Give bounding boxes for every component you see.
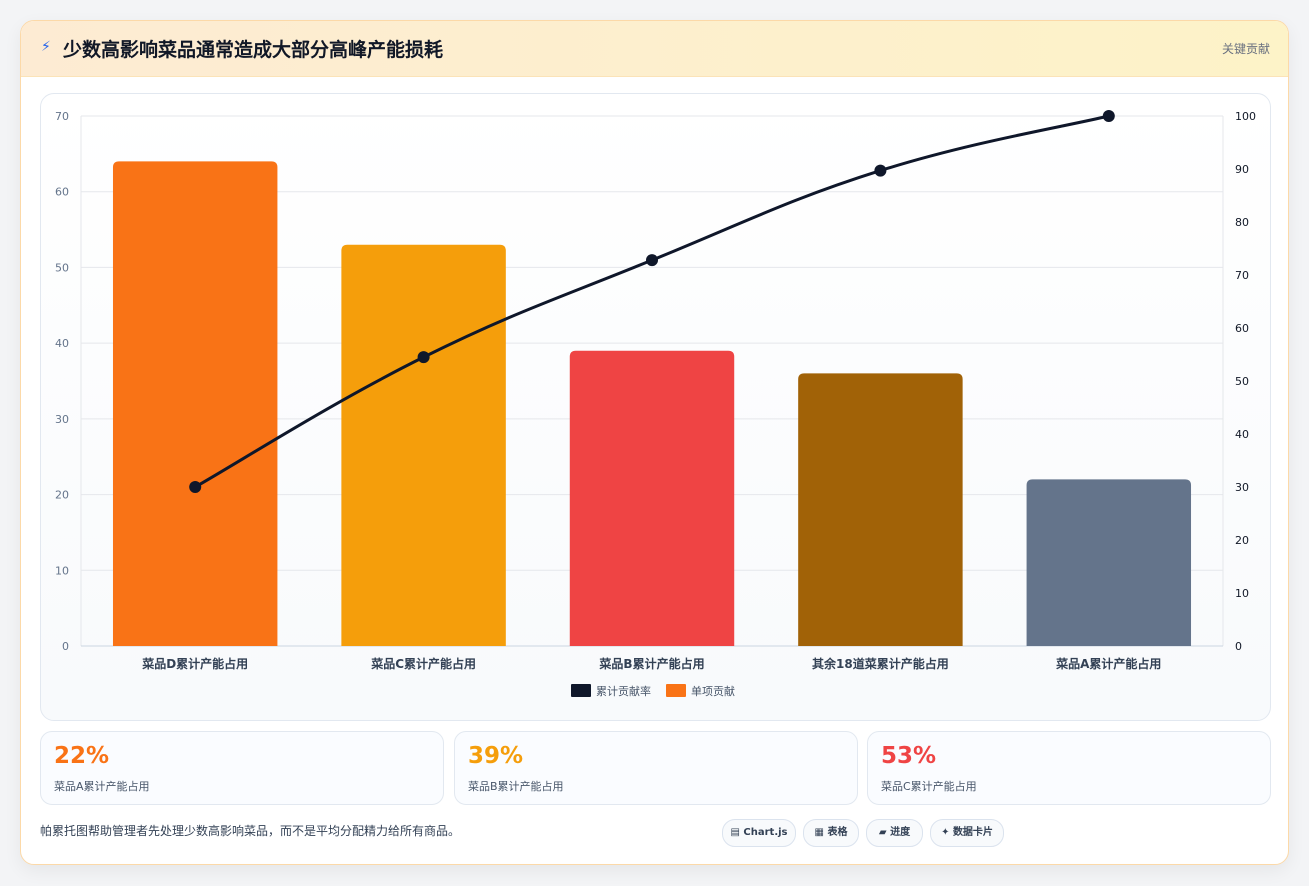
x-tick-label: 菜品A累计产能占用 [1055, 656, 1161, 671]
x-tick-label: 菜品D累计产能占用 [141, 656, 248, 671]
bar [341, 244, 506, 646]
cumulative-point [189, 481, 202, 493]
view-progress-button[interactable]: ▰ 进度 [866, 819, 923, 847]
view-cards-button[interactable]: ✦ 数据卡片 [930, 819, 1004, 847]
bar [798, 373, 963, 646]
stat-value: 53% [881, 743, 937, 769]
y-left-tick-label: 70 [55, 110, 69, 123]
lightning-icon: ⚡ [41, 39, 51, 55]
y-right-tick-label: 90 [1235, 163, 1249, 176]
stat-label: 菜品C累计产能占用 [881, 780, 977, 793]
y-left-tick-label: 20 [55, 489, 69, 502]
view-chartjs-button[interactable]: ▤ Chart.js [722, 819, 796, 847]
y-right-tick-label: 30 [1235, 481, 1249, 494]
stat-value: 39% [468, 743, 524, 769]
cumulative-point [646, 254, 658, 267]
y-right-tick-label: 0 [1235, 640, 1242, 653]
y-right-tick-label: 20 [1235, 534, 1249, 547]
view-label: 进度 [890, 827, 911, 838]
bar [112, 161, 278, 646]
y-right-tick-label: 80 [1235, 216, 1249, 229]
bar [569, 350, 735, 646]
y-right-tick-label: 60 [1235, 322, 1249, 335]
y-right-tick-label: 50 [1235, 375, 1249, 388]
x-tick-label: 菜品B累计产能占用 [598, 656, 704, 671]
y-left-tick-label: 30 [55, 413, 69, 426]
legend-label: 单项贡献 [691, 684, 735, 698]
chart-icon: ▤ [730, 827, 740, 838]
progress-icon: ▰ [878, 827, 887, 838]
bar [1026, 479, 1192, 646]
x-tick-label: 其余18道菜累计产能占用 [812, 656, 949, 671]
legend-swatch-line [571, 684, 591, 697]
legend-swatch-bar [666, 684, 686, 697]
card-header: ⚡ 少数高影响菜品通常造成大部分高峰产能损耗 关键贡献 [21, 21, 1288, 77]
y-right-tick-label: 10 [1235, 587, 1249, 600]
y-left-tick-label: 60 [55, 186, 69, 199]
card-title: 少数高影响菜品通常造成大部分高峰产能损耗 [63, 39, 444, 61]
cumulative-point [874, 164, 887, 177]
table-icon: ▦ [814, 827, 824, 838]
view-table-button[interactable]: ▦ 表格 [803, 819, 859, 847]
y-right-tick-label: 100 [1235, 110, 1256, 123]
view-label: 表格 [827, 827, 848, 838]
x-tick-label: 菜品C累计产能占用 [370, 656, 476, 671]
y-left-tick-label: 0 [62, 640, 69, 653]
legend-label: 累计贡献率 [596, 684, 651, 698]
y-left-tick-label: 40 [55, 337, 69, 350]
view-label: Chart.js [743, 827, 788, 838]
y-right-tick-label: 40 [1235, 428, 1249, 441]
stat-card-a: 22% 菜品A累计产能占用 [40, 731, 444, 805]
pareto-chart: 0 10 20 30 40 50 60 70 0 10 20 30 40 50 60 70 80 90 100 菜品D… [55, 110, 1256, 698]
cumulative-point [1102, 110, 1115, 122]
y-left-tick-label: 10 [55, 564, 69, 577]
cumulative-point [417, 351, 430, 364]
stat-card-b: 39% 菜品B累计产能占用 [454, 731, 858, 805]
chart-card: ⚡ 少数高影响菜品通常造成大部分高峰产能损耗 关键贡献 0 10 20 30 40 50 6… [20, 20, 1289, 865]
chart-panel: 0 10 20 30 40 50 60 70 0 10 20 30 40 50 60 70 80 90 100 菜品D… [40, 93, 1271, 721]
header-tag: 关键贡献 [1221, 42, 1270, 56]
stat-label: 菜品B累计产能占用 [468, 780, 564, 793]
y-right-tick-label: 70 [1235, 269, 1249, 282]
y-left-tick-label: 50 [55, 261, 69, 274]
stat-card-c: 53% 菜品C累计产能占用 [867, 731, 1271, 805]
stat-label: 菜品A累计产能占用 [54, 780, 150, 793]
stat-value: 22% [54, 743, 110, 769]
footnote: 帕累托图帮助管理者先处理少数高影响菜品，而不是平均分配精力给所有商品。 [40, 824, 461, 838]
sparkle-icon: ✦ [941, 827, 950, 838]
view-label: 数据卡片 [952, 827, 993, 838]
